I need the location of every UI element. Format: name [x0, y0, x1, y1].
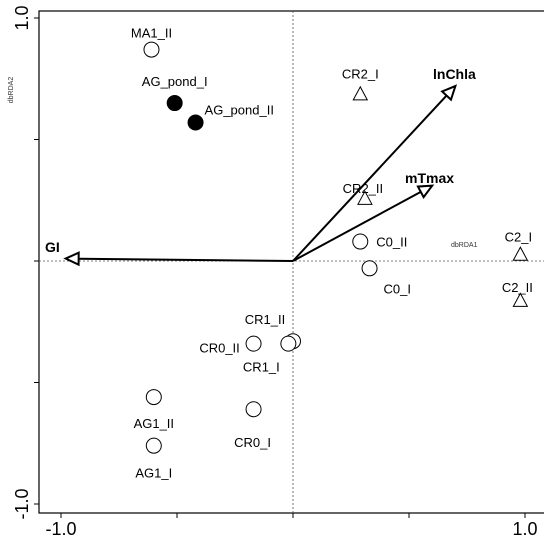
point-circle-filled	[187, 114, 204, 131]
vector-arrow-line	[292, 190, 422, 262]
point-circle	[361, 260, 378, 277]
sample-labels: MA1_II AG_pond_I AG_pond_II CR2_I CR2_II C0_I…	[131, 26, 533, 481]
vector-arrow-head	[63, 251, 80, 267]
tick-marks	[34, 17, 526, 518]
point-circle-filled	[166, 95, 183, 112]
vector-arrow-head	[440, 84, 458, 102]
plot-area-frame	[38, 10, 544, 514]
point-label: AG1_I	[135, 466, 172, 481]
point-label: CR1_I	[243, 360, 280, 375]
point-label: CR2_I	[342, 66, 379, 81]
point-label: CR0_I	[234, 435, 271, 450]
point-label: CR1_II	[245, 312, 285, 327]
vector-label: lnChla	[433, 66, 476, 82]
point-circle	[143, 41, 160, 58]
point-label: AG_pond_II	[205, 102, 274, 117]
point-label: AG1_II	[134, 416, 174, 431]
x-tick-label: 1.0	[512, 519, 537, 538]
y-tick-label: 1.0	[12, 5, 32, 30]
environmental-vectors: lnChla mTmax GI	[45, 66, 476, 267]
point-label: MA1_II	[131, 26, 172, 41]
point-circle	[145, 437, 162, 454]
vector-arrow-line	[78, 257, 294, 262]
vector-arrow-head	[416, 184, 435, 199]
x-axis-label: dbRDA1	[451, 242, 478, 249]
point-circle	[352, 233, 369, 250]
point-circle	[245, 401, 262, 418]
vector-label: mTmax	[405, 170, 454, 186]
point-label: C2_I	[505, 230, 532, 245]
point-label: CR2_II	[343, 181, 383, 196]
point-circle	[145, 389, 162, 406]
point-label: CR0_II	[199, 341, 239, 356]
y-tick-label: -1.0	[12, 488, 32, 519]
vector-arrow-line	[292, 94, 448, 262]
point-triangle	[352, 85, 369, 101]
sample-points	[143, 41, 529, 454]
point-triangle	[512, 292, 529, 307]
tick-labels: -1.0 1.0 -1.0 1.0	[12, 5, 538, 539]
point-triangle	[512, 246, 529, 261]
point-label: C0_II	[376, 235, 407, 250]
point-circle	[245, 335, 262, 352]
point-label: AG_pond_I	[142, 74, 208, 89]
point-label: C2_II	[502, 280, 533, 295]
vector-label: GI	[45, 239, 60, 255]
point-circle	[280, 335, 297, 352]
x-tick-label: -1.0	[45, 519, 76, 538]
point-triangle	[357, 190, 373, 205]
y-axis-label: dbRDA2	[8, 77, 15, 104]
point-label: C0_I	[384, 281, 411, 296]
